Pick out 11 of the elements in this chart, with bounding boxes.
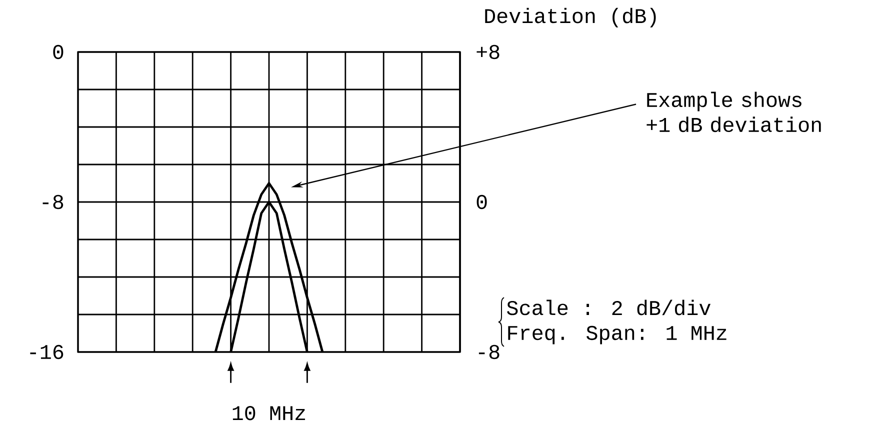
text: Freq. Span: 1 MHz xyxy=(508,326,726,344)
y-tick-label: -8 xyxy=(42,194,64,210)
y2-axis-title: Deviation (dB) xyxy=(485,8,656,28)
y2-tick-label: 0 xyxy=(476,194,487,210)
y2-tick-label: +8 xyxy=(476,44,500,60)
text: 10 MHz xyxy=(232,406,306,420)
y-tick-label: 0 xyxy=(53,44,64,60)
y2-tick-label: -8 xyxy=(478,344,500,360)
text: Scale : 2 dB/div xyxy=(507,300,711,316)
y-tick-label: -16 xyxy=(30,344,64,360)
text: Example shows +1 dB deviation xyxy=(646,92,821,132)
